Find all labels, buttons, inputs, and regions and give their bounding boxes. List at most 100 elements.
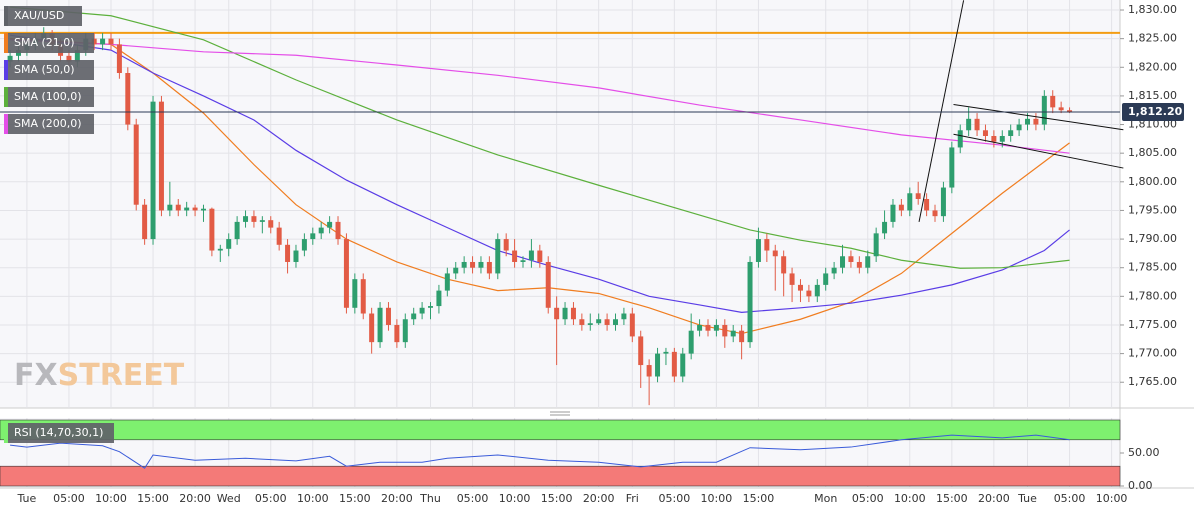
candle-body: [167, 204, 173, 211]
x-tick-label: 10:00: [297, 492, 329, 505]
candle-body: [772, 250, 778, 257]
candle-body: [764, 239, 770, 251]
candle-body: [621, 313, 627, 320]
candle-body: [537, 250, 543, 262]
candle-body: [1067, 110, 1073, 112]
candle-body: [898, 204, 904, 211]
candle-body: [579, 319, 585, 325]
candle-body: [655, 353, 661, 377]
candle-body: [470, 261, 476, 268]
x-tick-label: Tue: [1017, 492, 1037, 505]
y-tick-label: 1,790.00: [1128, 232, 1177, 245]
trendline: [953, 133, 1124, 169]
candle-body: [831, 267, 837, 274]
candle-body: [646, 365, 652, 377]
last-price-box: [1122, 102, 1184, 121]
candle-body: [175, 204, 181, 211]
candle-body: [1025, 118, 1031, 125]
x-tick-label: 10:00: [95, 492, 127, 505]
candle-body: [705, 324, 711, 331]
candle-body: [612, 319, 618, 325]
candle-body: [385, 307, 391, 325]
candle-body: [234, 221, 240, 240]
candle-body: [301, 239, 307, 251]
rsi-label-box: [4, 423, 114, 443]
candle-body: [360, 279, 366, 314]
overlay-layer: FXSTREET Tue 05:00 10:00 15:00 20:00 Wed 05:00…: [4, 3, 1184, 505]
candle-body: [982, 130, 988, 136]
candle-body: [327, 221, 333, 228]
candle-body: [444, 273, 450, 291]
candle-body: [318, 227, 324, 234]
candle-body: [974, 118, 980, 131]
candle-body: [596, 319, 602, 324]
marks-layer: [0, 0, 1124, 469]
y-tick-label: 1,765.00: [1128, 375, 1177, 388]
symbol-label-box: [4, 6, 82, 26]
rsi-y-tick-label: 50.00: [1128, 446, 1160, 459]
candle-body: [66, 55, 72, 62]
candle-body: [991, 136, 997, 142]
candle-body: [1058, 107, 1064, 111]
x-tick-label: 05:00: [852, 492, 884, 505]
x-tick-label: 10:00: [499, 492, 531, 505]
trendline: [953, 104, 1124, 131]
x-tick-label: 10:00: [1096, 492, 1128, 505]
candle-body: [293, 250, 299, 262]
candle-body: [259, 220, 265, 222]
candle-body: [713, 324, 719, 331]
legend-entry-box: [4, 60, 94, 80]
candle-body: [394, 324, 400, 343]
candle-body: [512, 250, 518, 262]
candle-body: [856, 261, 862, 268]
candle-body: [697, 324, 703, 331]
x-tick-label: 05:00: [255, 492, 287, 505]
candle-body: [116, 44, 122, 74]
candle-body: [285, 244, 291, 262]
candle-body: [882, 221, 888, 234]
candle-body: [949, 147, 955, 188]
candle-body: [251, 216, 257, 222]
candle-body: [1008, 130, 1014, 136]
candle-body: [924, 198, 930, 211]
candle-body: [200, 208, 206, 211]
x-tick-label: 05:00: [457, 492, 489, 505]
candle-body: [503, 239, 509, 251]
x-tick-label: 15:00: [936, 492, 968, 505]
legend-entry: SMA (21,0): [14, 36, 75, 49]
candle-body: [91, 38, 97, 45]
candle-body: [7, 55, 13, 62]
x-tick-label: Wed: [217, 492, 241, 505]
candle-body: [932, 210, 938, 217]
x-tick-label: Mon: [814, 492, 837, 505]
candle-body: [142, 204, 148, 240]
candle-body: [495, 239, 501, 274]
candle-body: [629, 313, 635, 337]
candle-body: [184, 207, 190, 211]
candle-body: [730, 330, 736, 337]
sma-line: [10, 39, 1070, 154]
legend-entry: SMA (50,0): [14, 63, 75, 76]
splitter[interactable]: [550, 411, 570, 416]
watermark-street: STREET: [58, 358, 185, 393]
x-tick-label: 20:00: [381, 492, 413, 505]
candle-body: [1016, 124, 1022, 131]
candle-body: [755, 239, 761, 262]
candle-body: [352, 279, 358, 308]
trendline: [918, 0, 965, 222]
candle-body: [150, 101, 156, 240]
legend-entry: SMA (100,0): [14, 90, 82, 103]
sma-line: [10, 38, 1070, 335]
candle-body: [158, 101, 164, 211]
candle-body: [789, 273, 795, 285]
watermark: FXSTREET: [14, 358, 185, 393]
y-tick-label: 1,800.00: [1128, 175, 1177, 188]
candle-body: [1033, 118, 1039, 125]
candle-body: [587, 323, 593, 325]
candle-body: [823, 273, 829, 285]
x-tick-label: 20:00: [583, 492, 615, 505]
x-tick-label: 15:00: [541, 492, 573, 505]
rsi-overbought-zone: [0, 419, 1121, 441]
